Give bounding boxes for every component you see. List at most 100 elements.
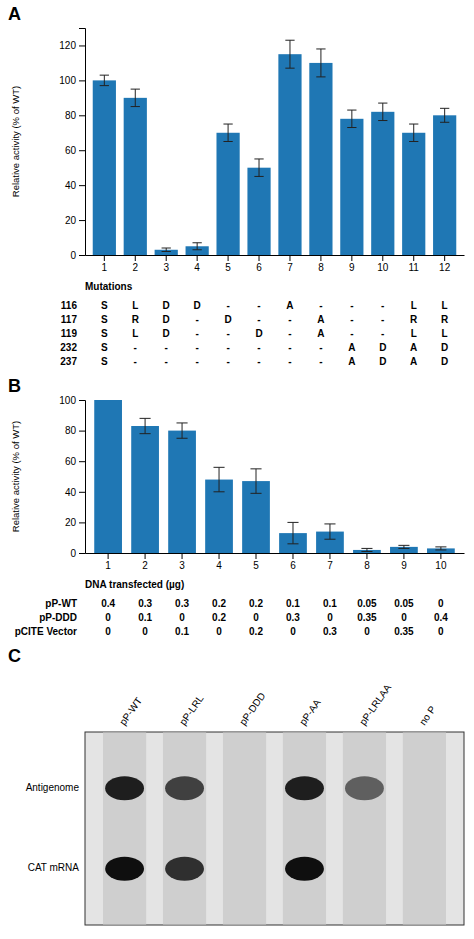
error-bar-cap <box>361 551 372 552</box>
error-bar-stem <box>166 248 167 251</box>
table-cell: 0.35 <box>357 612 377 623</box>
y-tick-label: 20 <box>65 517 77 528</box>
lane <box>103 733 146 925</box>
x-tick-mark <box>197 255 198 261</box>
error-bar <box>162 248 171 251</box>
x-tick-label: 8 <box>318 262 324 273</box>
error-bar-cap <box>162 251 171 252</box>
table: 116SLDD--A---LL117SRD-D--A--RR119SLD--D-… <box>60 300 449 367</box>
error-bar-cap <box>409 124 418 125</box>
x-tick: 6 <box>290 553 296 571</box>
error-bar-cap <box>435 549 446 550</box>
table-row-label: pCITE Vector <box>15 626 77 637</box>
table-cell: A <box>410 356 417 367</box>
table-cell: 0.1 <box>175 626 189 637</box>
x-tick-label: 2 <box>132 262 138 273</box>
band <box>165 776 204 800</box>
x-tick: 4 <box>194 255 200 273</box>
x-tick: 1 <box>105 553 111 571</box>
band <box>285 857 324 881</box>
table-cell: 0 <box>253 612 259 623</box>
error-bar-stem <box>382 103 383 120</box>
lane-label: pP-LRLAA <box>357 682 393 727</box>
y-tick-label: 60 <box>65 456 77 467</box>
table-cell: - <box>134 356 137 367</box>
x-tick: 10 <box>377 255 389 273</box>
x-tick-mark <box>166 255 167 261</box>
x-tick-mark <box>444 255 445 261</box>
error-bar-stem <box>292 522 293 543</box>
y-tick-label: 100 <box>59 75 76 86</box>
x-tick-label: 9 <box>349 262 355 273</box>
x-axis-title: Mutations <box>85 281 133 292</box>
error-bar-cap <box>162 248 171 249</box>
bar <box>340 119 363 255</box>
error-bar <box>324 524 335 539</box>
y-tick-label: 80 <box>65 425 77 436</box>
error-bar-stem <box>219 467 220 491</box>
x-tick: 9 <box>401 553 407 571</box>
table-cell: A <box>410 342 417 353</box>
error-bar <box>131 89 140 106</box>
table-cell: - <box>381 300 384 311</box>
x-tick-label: 6 <box>290 560 296 571</box>
y-tick-label: 40 <box>65 180 77 191</box>
bar <box>402 133 425 255</box>
error-bar-cap <box>177 438 188 439</box>
x-tick-mark <box>289 255 290 261</box>
y-tick: 40 <box>65 487 85 498</box>
table-cell: - <box>288 328 291 339</box>
table-cell: - <box>134 342 137 353</box>
band-label: Antigenome <box>26 782 80 793</box>
error-bar-cap <box>440 122 449 123</box>
y-tick-mark <box>79 80 85 81</box>
lane-label: pP-AA <box>297 697 323 727</box>
error-bar <box>223 124 232 141</box>
x-tick: 12 <box>439 255 451 273</box>
y-tick: 100 <box>59 395 85 406</box>
error-bar <box>435 547 446 550</box>
table-cell: - <box>381 328 384 339</box>
error-bar <box>409 124 418 141</box>
x-tick-mark <box>382 255 383 261</box>
table-cell: D <box>255 328 262 339</box>
x-tick: 7 <box>327 553 333 571</box>
error-bar-cap <box>223 141 232 142</box>
table-cell: D <box>163 314 170 325</box>
error-bar-cap <box>324 539 335 540</box>
y-tick: 0 <box>70 250 85 261</box>
table-row-label: 237 <box>60 356 77 367</box>
error-bar-cap <box>131 106 140 107</box>
x-axis-line <box>86 255 465 256</box>
x-tick-label: 6 <box>256 262 262 273</box>
error-bar-stem <box>329 524 330 539</box>
bar <box>309 63 332 255</box>
y-tick-mark <box>79 400 85 401</box>
y-tick-mark <box>79 185 85 186</box>
y-tick-mark <box>79 553 85 554</box>
x-tick-mark <box>219 553 220 559</box>
table-cell: - <box>165 342 168 353</box>
lane <box>343 733 386 925</box>
error-bar-cap <box>223 124 232 125</box>
error-bar <box>440 108 449 122</box>
x-tick: 5 <box>253 553 259 571</box>
x-tick-mark <box>329 553 330 559</box>
table-row-label: 232 <box>60 342 77 353</box>
error-bar-stem <box>351 110 352 127</box>
table-cell: S <box>101 342 108 353</box>
table-cell: 0.1 <box>323 598 337 609</box>
x-tick-mark <box>351 255 352 261</box>
table-cell: L <box>442 300 448 311</box>
table-cell: 0 <box>179 612 185 623</box>
bands <box>105 776 384 880</box>
y-tick-mark <box>79 492 85 493</box>
y-tick: 20 <box>65 517 85 528</box>
panel-title: A <box>8 4 21 24</box>
x-tick: 7 <box>287 255 293 273</box>
error-bar <box>254 159 263 176</box>
table-cell: - <box>350 328 353 339</box>
lane <box>163 733 206 925</box>
y-tick-mark <box>79 255 85 256</box>
figure: A123456789101112020406080100120Relative … <box>0 0 474 939</box>
